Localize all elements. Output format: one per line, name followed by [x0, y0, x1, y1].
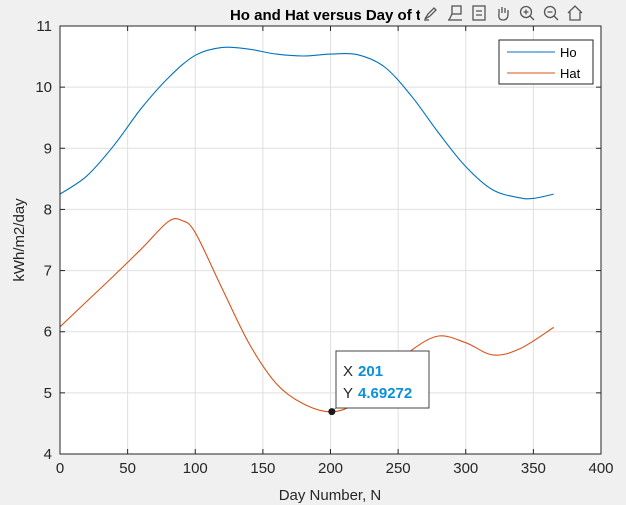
x-tick-label: 350 [521, 460, 546, 477]
zoom-in-icon[interactable] [516, 2, 538, 24]
axes-toolbar [420, 2, 586, 24]
data-tip-y-value: 4.69272 [358, 385, 412, 402]
y-tick-label: 9 [44, 140, 52, 157]
y-ticks: 4 5 6 7 8 9 10 11 [35, 18, 601, 463]
pan-hand-icon[interactable] [492, 2, 514, 24]
x-tick-label: 250 [386, 460, 411, 477]
data-cursor-icon[interactable] [468, 2, 490, 24]
x-tick-label: 200 [318, 460, 343, 477]
data-tip-marker[interactable] [328, 408, 336, 416]
x-tick-label: 150 [250, 460, 275, 477]
y-tick-label: 11 [36, 18, 52, 35]
x-axis-label: Day Number, N [279, 487, 382, 504]
y-tick-label: 4 [44, 446, 52, 463]
x-tick-label: 400 [588, 460, 613, 477]
y-tick-label: 10 [35, 79, 52, 96]
data-tip[interactable]: X 201 Y 4.69272 [328, 350, 430, 416]
data-tip-icon[interactable] [444, 2, 466, 24]
y-tick-label: 6 [44, 324, 52, 341]
data-tip-x-label: X [343, 363, 353, 380]
legend-label-ho: Ho [560, 45, 577, 60]
chart-title: Ho and Hat versus Day of th [230, 7, 430, 24]
data-tip-y-label: Y [343, 385, 353, 402]
legend-label-hat: Hat [560, 66, 581, 81]
series-line-ho [59, 46, 554, 200]
y-tick-label: 5 [44, 385, 52, 402]
data-tip-x-value: 201 [358, 363, 383, 380]
x-tick-label: 0 [56, 460, 64, 477]
zoom-out-icon[interactable] [540, 2, 562, 24]
x-ticks: 0 50 100 150 200 250 300 350 400 [56, 26, 614, 477]
y-tick-label: 8 [44, 201, 52, 218]
brush-icon[interactable] [420, 2, 442, 24]
x-tick-label: 50 [119, 460, 136, 477]
data-tip-y-row: Y 4.69272 [343, 385, 412, 402]
x-tick-label: 100 [183, 460, 208, 477]
data-tip-x-row: X 201 [343, 363, 383, 380]
x-tick-label: 300 [453, 460, 478, 477]
y-tick-label: 7 [44, 263, 52, 280]
home-icon[interactable] [564, 2, 586, 24]
series-group [59, 46, 554, 413]
data-tip-box [335, 350, 430, 409]
legend-box [498, 39, 594, 85]
y-axis-label: kWh/m2/day [11, 198, 28, 282]
legend[interactable]: Ho Hat [498, 39, 594, 85]
series-line-hat [59, 218, 554, 413]
